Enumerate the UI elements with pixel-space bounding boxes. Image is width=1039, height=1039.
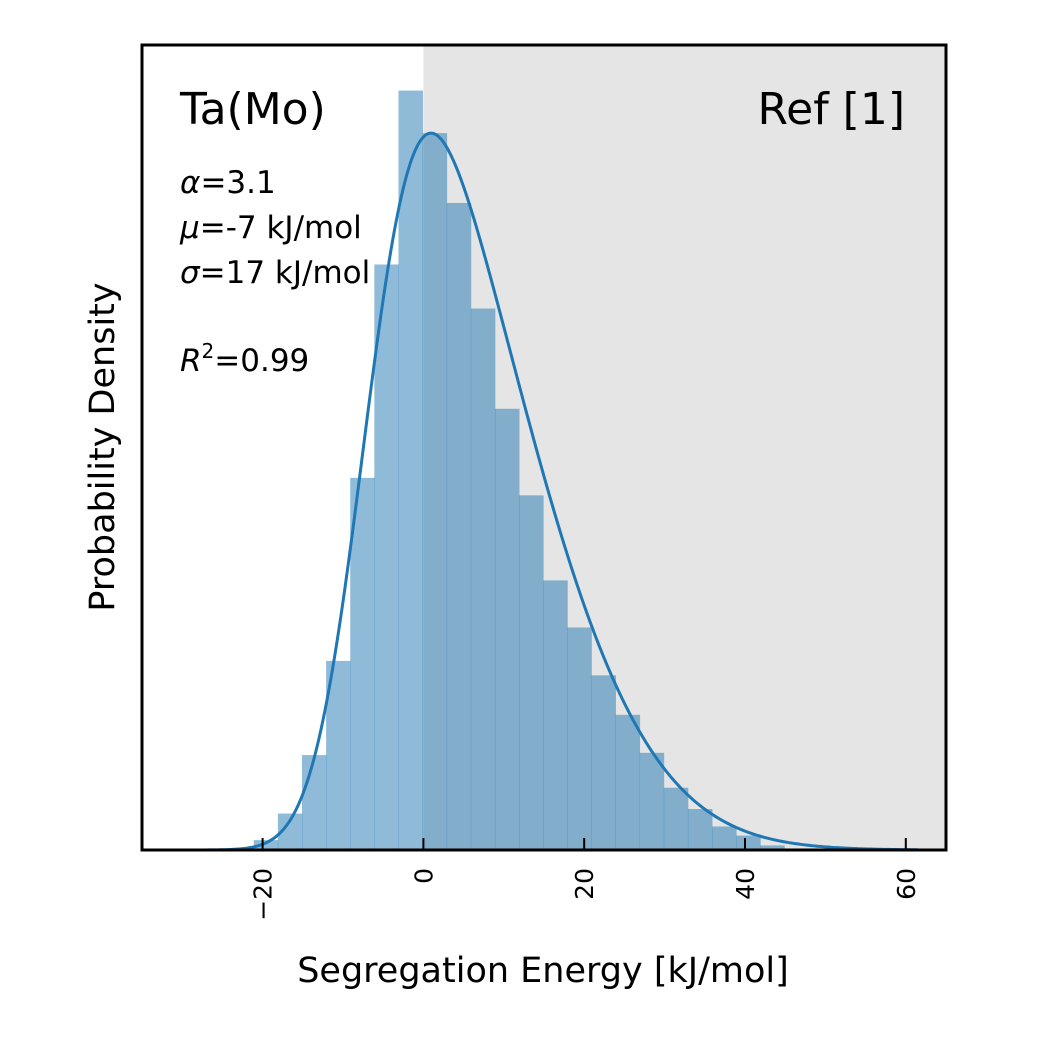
histogram-bar <box>398 90 423 850</box>
histogram-bar <box>591 675 616 850</box>
histogram-bar <box>687 808 713 850</box>
histogram-bar <box>253 840 279 850</box>
fit-curve <box>174 131 918 852</box>
histogram-bar <box>494 408 520 850</box>
histogram-bar <box>519 495 544 850</box>
histogram-bar <box>663 787 689 850</box>
histogram-bar <box>446 202 472 850</box>
y-axis-label: Probability Density <box>83 282 123 611</box>
histogram-bar <box>615 714 641 850</box>
system-label: Ta(Mo) <box>179 84 326 135</box>
histogram-bar <box>350 477 375 850</box>
histogram-bar <box>326 660 351 850</box>
histogram-bar <box>543 580 568 850</box>
x-axis-label: Segregation Energy [kJ/mol] <box>297 951 789 991</box>
plot-frame <box>140 43 948 852</box>
alpha-parameter: α=3.1 <box>180 165 276 201</box>
histogram-bar <box>301 755 327 850</box>
x-axis-ticks: −20 0 20 40 60 <box>249 838 921 921</box>
histogram-bar <box>470 308 496 851</box>
histogram-bar <box>736 835 761 850</box>
histogram-bar <box>422 133 448 850</box>
histogram-bar <box>760 845 785 850</box>
histogram-bar <box>567 627 592 850</box>
x-tick-label: 60 <box>892 868 921 900</box>
histogram-bars <box>253 90 785 851</box>
sigma-parameter: σ=17 kJ/mol <box>180 255 370 291</box>
x-tick-label: 40 <box>731 868 760 900</box>
x-tick-label: 0 <box>409 868 438 884</box>
histogram-bar <box>374 264 399 850</box>
reference-label: Ref [1] <box>758 84 905 135</box>
histogram-bar <box>639 752 665 850</box>
r-squared-parameter: R2=0.99 <box>180 339 309 379</box>
x-tick-label: −20 <box>249 868 278 921</box>
histogram-bar <box>712 826 737 850</box>
x-tick-label: 20 <box>570 868 599 900</box>
mu-parameter: μ=-7 kJ/mol <box>179 210 362 246</box>
